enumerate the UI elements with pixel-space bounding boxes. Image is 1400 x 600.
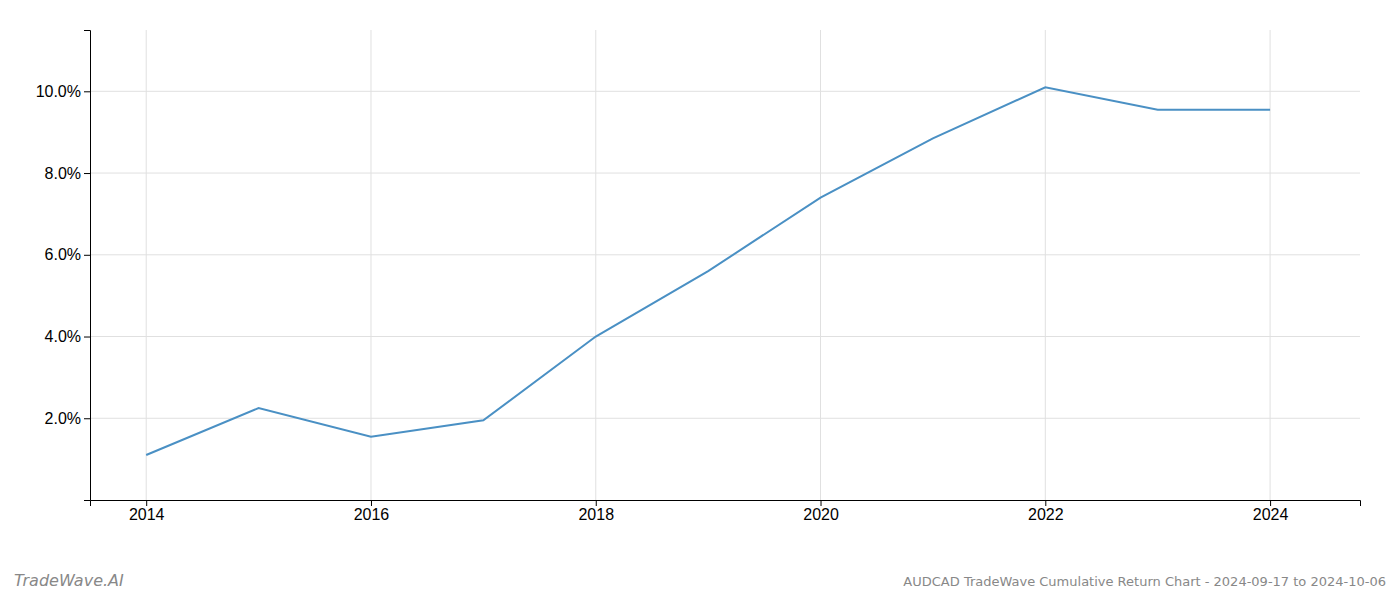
x-axis: 2014 2016 2018 2020 2022 2024 xyxy=(91,500,1361,523)
x-tick-label: 2016 xyxy=(354,506,390,523)
y-tick: 4.0% xyxy=(45,328,90,345)
x-tick-mark xyxy=(1270,500,1271,506)
grid-line-y xyxy=(90,173,1360,174)
y-tick-label: 6.0% xyxy=(45,246,81,263)
grid-line-x xyxy=(595,30,596,500)
x-tick: 2016 xyxy=(354,500,390,523)
x-tick-mark xyxy=(371,500,372,506)
y-tick-label: 8.0% xyxy=(45,165,81,182)
grid-line-x xyxy=(370,30,371,500)
x-tick-label: 2024 xyxy=(1253,506,1289,523)
chart-container: 2014 2016 2018 2020 2022 2024 2.0% 4.0% 6.0% 8.0%… xyxy=(0,0,1400,600)
grid-line-y xyxy=(90,254,1360,255)
x-tick-mark xyxy=(821,500,822,506)
chart-title: AUDCAD TradeWave Cumulative Return Chart… xyxy=(903,574,1386,589)
y-axis: 2.0% 4.0% 6.0% 8.0% 10.0% xyxy=(36,31,91,501)
watermark: TradeWave.AI xyxy=(14,571,124,590)
plot-area: 2014 2016 2018 2020 2022 2024 2.0% 4.0% 6.0% 8.0%… xyxy=(36,30,1361,523)
x-tick: 2014 xyxy=(129,500,165,523)
y-tick-mark xyxy=(84,173,90,174)
x-axis-line xyxy=(91,501,1361,507)
x-tick-label: 2018 xyxy=(578,506,614,523)
grid-line-y xyxy=(90,418,1360,419)
y-tick: 10.0% xyxy=(36,83,90,100)
y-tick-mark xyxy=(84,255,90,256)
y-tick-mark xyxy=(84,337,90,338)
x-tick: 2018 xyxy=(578,500,614,523)
grid xyxy=(90,30,1360,500)
data-line xyxy=(146,87,1270,455)
x-tick-mark xyxy=(596,500,597,506)
chart-svg: 2014 2016 2018 2020 2022 2024 2.0% 4.0% 6.0% 8.0%… xyxy=(0,0,1400,600)
x-tick-label: 2020 xyxy=(803,506,839,523)
y-tick: 8.0% xyxy=(45,165,90,182)
y-tick-label: 4.0% xyxy=(45,328,81,345)
x-tick-mark xyxy=(1045,500,1046,506)
y-tick-mark xyxy=(84,91,90,92)
x-tick-label: 2022 xyxy=(1028,506,1064,523)
grid-line-y xyxy=(90,91,1360,92)
x-tick-mark xyxy=(146,500,147,506)
y-tick-label: 2.0% xyxy=(45,410,81,427)
y-tick: 2.0% xyxy=(45,410,90,427)
y-tick: 6.0% xyxy=(45,246,90,263)
x-tick-label: 2014 xyxy=(129,506,165,523)
x-tick: 2024 xyxy=(1253,500,1289,523)
y-tick-mark xyxy=(84,418,90,419)
grid-line-y xyxy=(90,336,1360,337)
grid-line-x xyxy=(820,30,821,500)
grid-line-x xyxy=(1045,30,1046,500)
x-tick: 2022 xyxy=(1028,500,1064,523)
y-axis-line xyxy=(84,31,91,501)
grid-line-x xyxy=(146,30,147,500)
y-tick-label: 10.0% xyxy=(36,83,81,100)
x-tick: 2020 xyxy=(803,500,839,523)
marks xyxy=(146,87,1270,455)
grid-line-x xyxy=(1270,30,1271,500)
